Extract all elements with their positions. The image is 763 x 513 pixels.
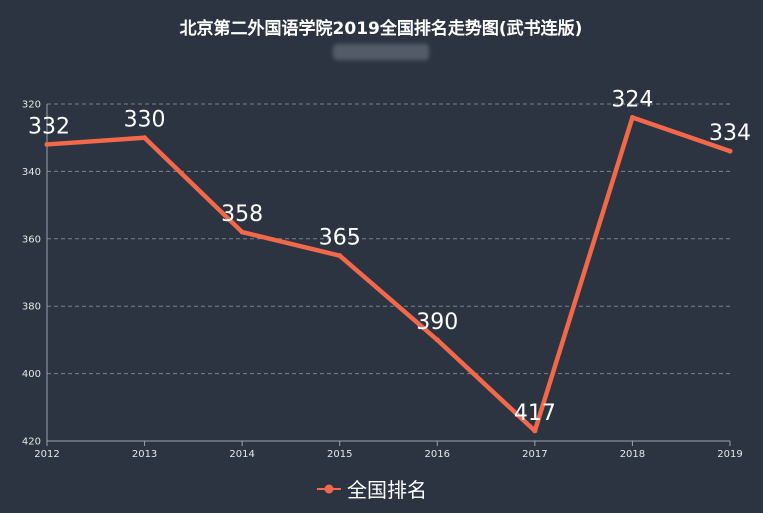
data-point	[434, 337, 440, 343]
data-point	[532, 428, 538, 434]
data-label: 334	[709, 121, 751, 146]
data-point	[727, 148, 733, 154]
y-tick-label: 400	[22, 369, 41, 380]
data-label: 365	[319, 226, 361, 251]
legend-marker-icon	[324, 484, 334, 494]
y-tick-label: 340	[22, 167, 41, 178]
series-layer	[44, 114, 733, 434]
data-point	[142, 135, 148, 141]
x-tick-label: 2018	[620, 449, 645, 460]
y-tick-label: 320	[22, 100, 41, 111]
grid-lines	[47, 103, 730, 375]
y-tick-label: 380	[22, 302, 41, 313]
data-label: 330	[124, 108, 166, 133]
data-label: 332	[28, 114, 70, 139]
data-point	[337, 253, 343, 259]
x-tick-label: 2015	[327, 449, 352, 460]
y-tick-label: 420	[22, 437, 41, 448]
x-tick-label: 2012	[34, 449, 59, 460]
x-tick-label: 2014	[229, 449, 254, 460]
data-label: 358	[221, 202, 263, 227]
blurred-subtitle	[333, 44, 429, 60]
data-labels: 332 330 358 365 390 417 324 334	[28, 87, 751, 425]
data-label: 324	[611, 87, 653, 112]
chart-title: 北京第二外国语学院2019全国排名走势图(武书连版)	[180, 18, 583, 39]
series-line-全国排名	[44, 115, 733, 434]
x-tick-label: 2013	[132, 449, 157, 460]
data-point	[44, 141, 50, 147]
x-tick-label: 2016	[425, 449, 450, 460]
data-label: 390	[416, 310, 458, 335]
x-tick-label: 2019	[717, 449, 742, 460]
legend-label: 全国排名	[347, 478, 427, 502]
data-point	[239, 229, 245, 235]
data-point	[629, 114, 635, 120]
legend[interactable]: 全国排名	[317, 478, 427, 502]
data-label: 417	[514, 401, 556, 426]
y-tick-label: 360	[22, 234, 41, 245]
x-tick-label: 2017	[522, 449, 547, 460]
